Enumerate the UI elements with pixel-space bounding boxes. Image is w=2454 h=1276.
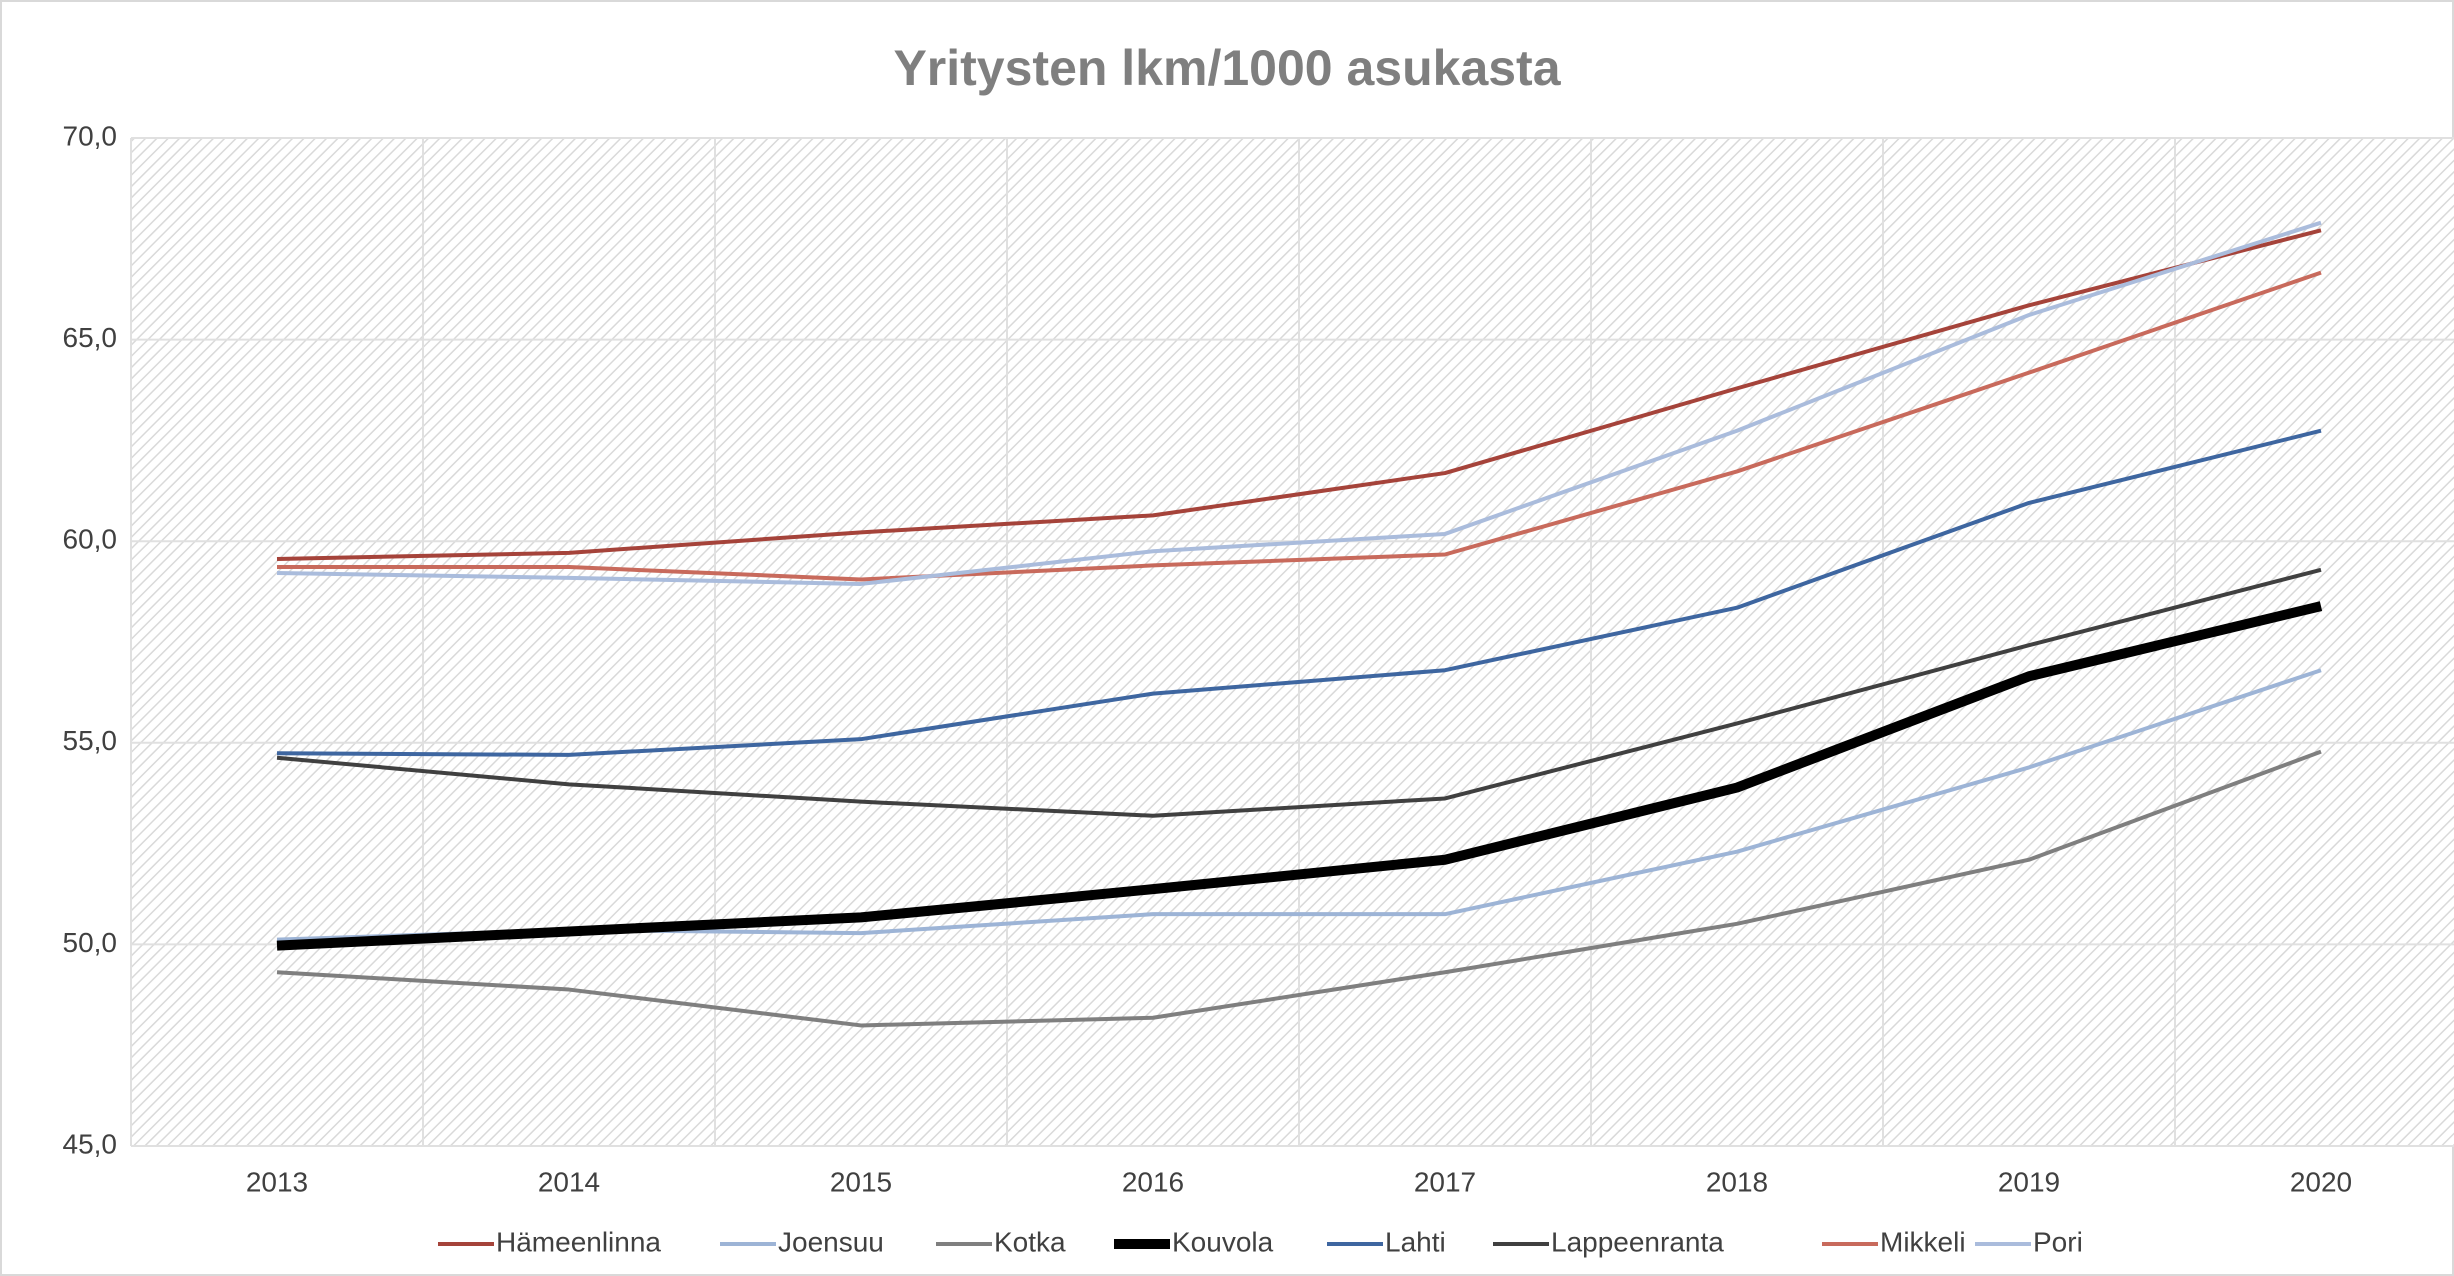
y-tick-label: 65,0 (63, 322, 118, 353)
series-line (276, 749, 2322, 1028)
x-tick-label: 2015 (830, 1166, 892, 1197)
series-line (277, 270, 2322, 582)
legend-label: Kotka (994, 1226, 1066, 1257)
legend-label: Pori (2033, 1226, 2083, 1257)
legend-label: Lappeenranta (1551, 1226, 1724, 1257)
y-tick-label: 50,0 (63, 927, 118, 958)
x-tick-label: 2013 (246, 1166, 308, 1197)
x-tick-label: 2017 (1414, 1166, 1476, 1197)
legend-label: Mikkeli (1880, 1226, 1966, 1257)
y-tick-label: 55,0 (63, 725, 118, 756)
plot-area (131, 138, 2454, 1146)
legend-label: Lahti (1385, 1226, 1446, 1257)
y-tick-label: 70,0 (63, 120, 118, 151)
series-line (276, 228, 2322, 561)
series-line (276, 220, 2322, 586)
y-tick-label: 45,0 (63, 1128, 118, 1159)
x-tick-label: 2016 (1122, 1166, 1184, 1197)
x-tick-label: 2018 (1706, 1166, 1768, 1197)
legend-label: Joensuu (778, 1226, 884, 1257)
x-tick-label: 2020 (2290, 1166, 2352, 1197)
series-line (276, 601, 2323, 951)
series-line (276, 428, 2322, 757)
legend-label: Hämeenlinna (496, 1226, 661, 1257)
series-line (276, 567, 2322, 818)
chart-title: Yritysten lkm/1000 asukasta (893, 40, 1561, 96)
y-tick-label: 60,0 (63, 524, 118, 555)
legend-label: Kouvola (1172, 1226, 1274, 1257)
x-tick-label: 2019 (1998, 1166, 2060, 1197)
x-tick-label: 2014 (538, 1166, 600, 1197)
